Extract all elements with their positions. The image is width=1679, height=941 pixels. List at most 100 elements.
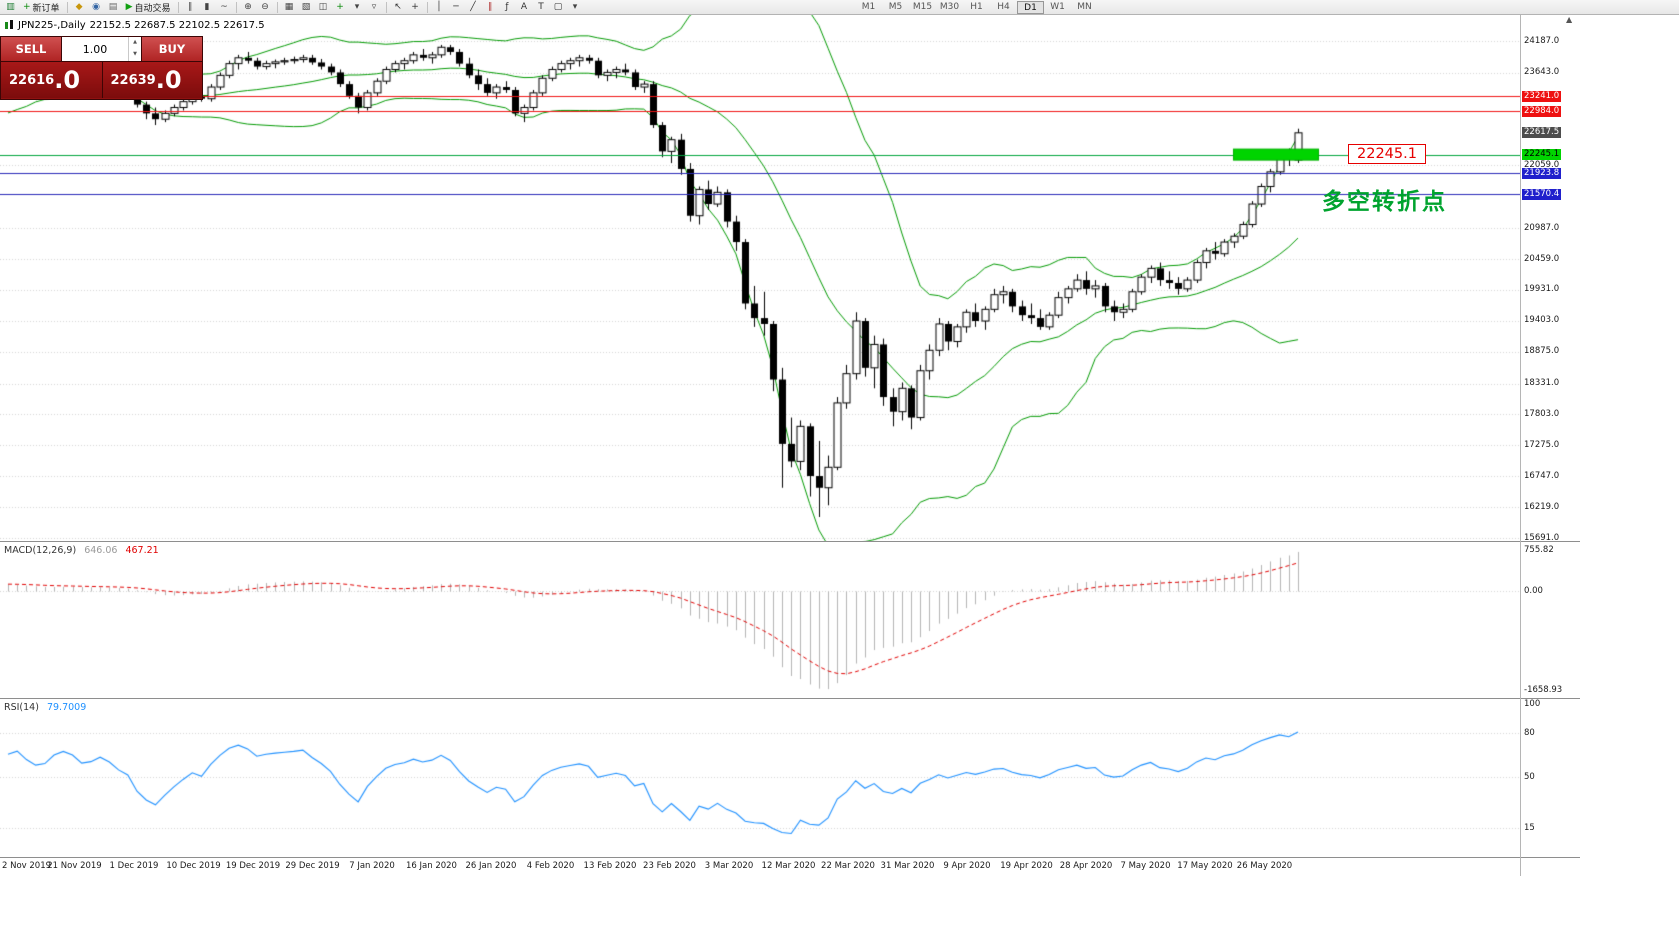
price-axis-label: 21570.4	[1522, 188, 1562, 200]
indicator-dropdown-icon[interactable]: ▾	[354, 2, 360, 12]
toolbar-separator	[426, 1, 428, 13]
chart-window-icon[interactable]: ▥	[6, 2, 15, 12]
buy-button[interactable]: BUY	[141, 37, 202, 61]
timeframe-h4[interactable]: H4	[997, 2, 1010, 12]
date-axis-label: 13 Feb 2020	[583, 861, 637, 871]
timeframe-mn[interactable]: MN	[1077, 2, 1092, 12]
price-axis-label: 16747.0	[1524, 470, 1560, 481]
sell-price-base: 22616	[9, 72, 55, 88]
timeframe-d1[interactable]: D1	[1017, 1, 1044, 14]
macd-label: MACD(12,26,9) 646.06 467.21	[4, 545, 159, 556]
date-axis-label: 1 Dec 2019	[109, 861, 159, 871]
candlestick-chart-icon[interactable]: ▮	[204, 2, 210, 12]
main-chart-canvas[interactable]	[0, 15, 1520, 542]
date-axis-label: 31 Mar 2020	[880, 861, 935, 871]
rsi-value: 79.7009	[46, 702, 87, 713]
crosshair-icon[interactable]: +	[411, 2, 419, 12]
navigator-icon[interactable]: ◉	[92, 2, 100, 12]
macd-axis-label: 755.82	[1524, 545, 1554, 555]
add-indicator-icon[interactable]: +	[336, 2, 344, 12]
scroll-up-icon[interactable]: ▲	[1566, 15, 1573, 24]
date-axis-label: 4 Feb 2020	[526, 861, 575, 871]
arrange-windows-icon[interactable]: ◫	[318, 2, 328, 12]
date-axis-label: 9 Apr 2020	[943, 861, 991, 871]
macd-panel-canvas[interactable]	[0, 542, 1520, 698]
date-axis[interactable]: 2 Nov 2019 21 Nov 2019 1 Dec 2019 10 Dec 20…	[0, 858, 1580, 876]
volume-spinner: ▲ ▼	[128, 37, 141, 61]
toolbar-separator	[66, 1, 68, 13]
horizontal-line-icon[interactable]: ─	[453, 2, 459, 12]
fibonacci-icon[interactable]: ƒ	[505, 2, 509, 12]
shapes-dropdown-icon[interactable]: ▾	[572, 2, 578, 12]
period-dropdown-icon[interactable]: ▿	[371, 2, 377, 12]
timeframe-w1[interactable]: W1	[1050, 2, 1065, 12]
label-icon[interactable]: T	[538, 2, 544, 12]
panel-separator[interactable]	[0, 698, 1580, 699]
date-axis-label: 2 Nov 2019	[2, 861, 52, 871]
cascade-windows-icon[interactable]: ▧	[301, 2, 311, 12]
line-chart-icon[interactable]: ~	[220, 2, 228, 12]
vertical-line-icon[interactable]: │	[436, 2, 442, 12]
shapes-icon[interactable]: ▢	[553, 2, 563, 12]
macd-axis-label: -1658.93	[1524, 685, 1563, 695]
one-click-trade-panel: SELL ▲ ▼ BUY 22616 .0 22639 .0	[0, 36, 203, 100]
support-price-label[interactable]: 22245.1	[1348, 143, 1426, 164]
rsi-axis-label: 15	[1524, 822, 1535, 833]
panel-separator[interactable]	[0, 541, 1580, 542]
date-axis-label: 29 Dec 2019	[285, 861, 340, 871]
rsi-label: RSI(14) 79.7009	[4, 702, 86, 713]
autotrading-button[interactable]: ▶ 自动交易	[122, 1, 175, 14]
date-axis-label: 21 Nov 2019	[47, 861, 102, 871]
date-axis-label: 10 Dec 2019	[166, 861, 221, 871]
toolbar-separator	[177, 1, 179, 13]
rsi-panel-canvas[interactable]	[0, 699, 1520, 857]
price-axis-label: 24187.0	[1524, 35, 1560, 46]
volume-input[interactable]	[62, 37, 128, 61]
sell-price[interactable]: 22616 .0	[1, 62, 102, 98]
toolbar-separator	[276, 1, 278, 13]
turning-point-note[interactable]: 多空转折点	[1322, 189, 1447, 215]
tile-windows-icon[interactable]: ▦	[284, 2, 294, 12]
price-axis-label: 19931.0	[1524, 284, 1560, 295]
channel-icon[interactable]: ∥	[487, 2, 493, 12]
timeframe-m5[interactable]: M5	[888, 2, 903, 12]
volume-decrease-icon[interactable]: ▼	[133, 51, 137, 57]
timeframe-m15[interactable]: M15	[912, 2, 933, 12]
timeframe-m30[interactable]: M30	[939, 2, 960, 12]
terminal-icon[interactable]: ▤	[108, 2, 118, 12]
date-axis-label: 12 Mar 2020	[761, 861, 816, 871]
buy-price-base: 22639	[110, 72, 156, 88]
macd-main-value: 646.06	[84, 545, 118, 556]
price-axis-label: 20459.0	[1524, 253, 1560, 264]
toolbar-separator	[235, 1, 237, 13]
text-icon[interactable]: A	[520, 2, 528, 12]
date-axis-label: 26 Jan 2020	[465, 861, 517, 871]
trendline-icon[interactable]: ╱	[470, 2, 476, 12]
rsi-axis-label: 50	[1524, 771, 1535, 782]
date-axis-label: 19 Dec 2019	[225, 861, 281, 871]
date-axis-label: 3 Mar 2020	[704, 861, 754, 871]
price-axis-label: 18331.0	[1524, 378, 1560, 389]
cursor-icon[interactable]: ↖	[394, 2, 402, 12]
price-axis-label: 22245.1	[1522, 149, 1562, 161]
buy-button-label: BUY	[158, 42, 186, 56]
price-axis[interactable]: 24187.0 23643.0 23241.0 22984.0 22617.5 22245…	[1521, 15, 1579, 860]
chart-ohlc-values: 22152.5 22687.5 22102.5 22617.5	[89, 20, 265, 31]
buy-price[interactable]: 22639 .0	[101, 62, 203, 98]
panel-separator[interactable]	[0, 857, 1580, 858]
timeframe-m1[interactable]: M1	[861, 2, 876, 12]
metaeditor-icon[interactable]: ◆	[75, 2, 83, 12]
timeframe-h1[interactable]: H1	[970, 2, 983, 12]
zoom-out-icon[interactable]: ⊖	[261, 2, 269, 12]
date-axis-label: 26 May 2020	[1236, 861, 1293, 871]
bar-chart-icon[interactable]: ∥	[187, 2, 193, 12]
new-order-button-label: 新订单	[32, 3, 60, 14]
zoom-in-icon[interactable]: ⊕	[244, 2, 252, 12]
date-axis-label: 19 Apr 2020	[1000, 861, 1053, 871]
sell-button[interactable]: SELL	[1, 37, 62, 61]
new-order-button[interactable]: + 新订单	[19, 1, 64, 14]
chart-symbol-period: JPN225-,Daily	[18, 20, 86, 31]
volume-increase-icon[interactable]: ▲	[133, 39, 137, 45]
buy-price-big: .0	[155, 66, 182, 94]
date-axis-label: 7 May 2020	[1120, 861, 1171, 871]
